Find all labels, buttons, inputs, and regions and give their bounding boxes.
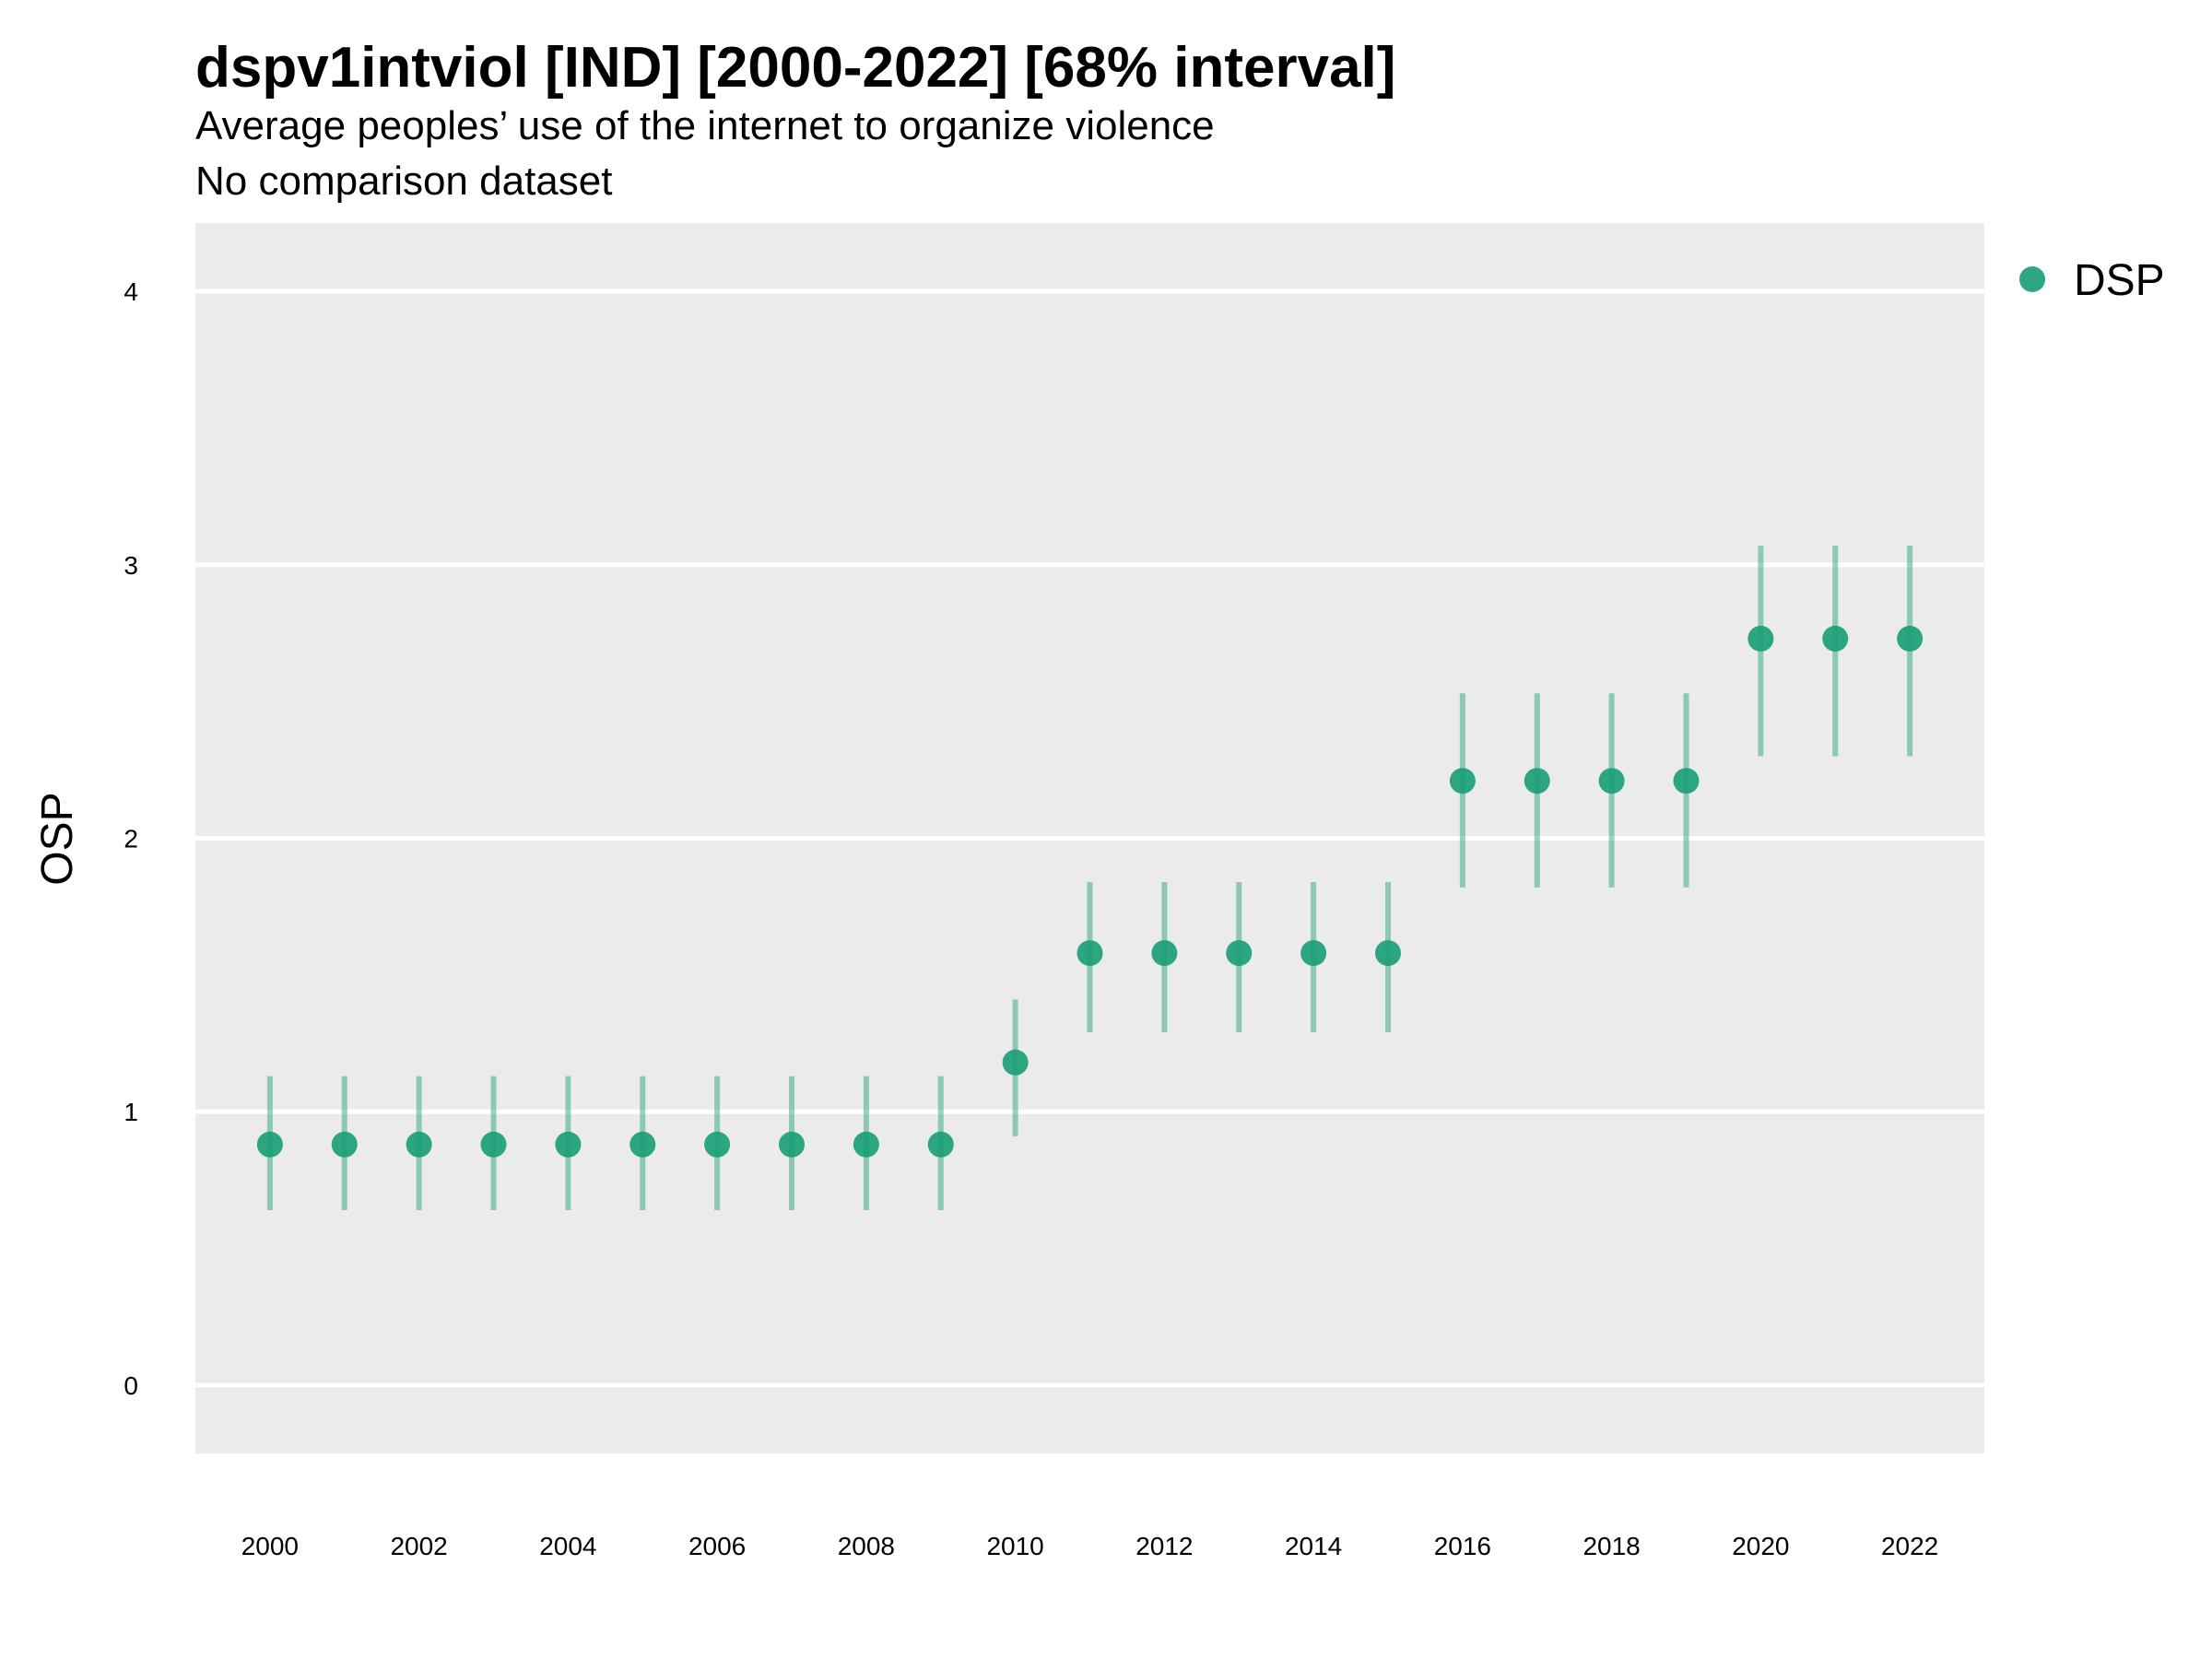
x-axis-ticks: 2000 2002 2004 2006 2008 2010 2012 2014 2016 2018… xyxy=(241,1532,1939,1560)
legend-key-dsp xyxy=(2019,266,2045,292)
x-tick-label: 2012 xyxy=(1135,1532,1193,1560)
data-point xyxy=(480,1131,507,1158)
data-point xyxy=(256,1131,283,1158)
x-tick-label: 2004 xyxy=(539,1532,596,1560)
data-point xyxy=(1673,768,1700,794)
x-tick-label: 2000 xyxy=(241,1532,299,1560)
data-point xyxy=(1151,940,1178,967)
x-tick-label: 2010 xyxy=(986,1532,1043,1560)
x-tick-label: 2020 xyxy=(1732,1532,1789,1560)
x-tick-label: 2002 xyxy=(390,1532,447,1560)
data-point xyxy=(1449,768,1476,794)
y-tick-label: 2 xyxy=(124,825,138,853)
y-tick-label: 4 xyxy=(124,277,138,306)
y-tick-label: 1 xyxy=(124,1098,138,1126)
gridlines xyxy=(195,288,1984,1388)
y-tick-label: 0 xyxy=(124,1371,138,1400)
data-point xyxy=(629,1131,656,1158)
data-point xyxy=(1077,940,1103,967)
data-point xyxy=(331,1131,358,1158)
legend-label-dsp: DSP xyxy=(2074,256,2165,305)
data-point xyxy=(406,1131,432,1158)
x-tick-label: 2016 xyxy=(1434,1532,1491,1560)
data-point xyxy=(1226,940,1253,967)
x-tick-label: 2014 xyxy=(1285,1532,1342,1560)
data-point xyxy=(927,1131,954,1158)
data-point xyxy=(853,1131,879,1158)
x-tick-label: 2008 xyxy=(838,1532,895,1560)
data-point xyxy=(1747,625,1774,652)
x-tick-label: 2022 xyxy=(1881,1532,1938,1560)
data-point xyxy=(1598,768,1625,794)
data-point xyxy=(1897,625,1924,652)
data-points xyxy=(256,625,1924,1158)
data-point xyxy=(1300,940,1327,967)
data-point xyxy=(1002,1049,1029,1076)
data-point xyxy=(1524,768,1550,794)
chart-subtitle: Average peoples’ use of the internet to … xyxy=(195,103,1215,148)
data-point xyxy=(1375,940,1401,967)
x-tick-label: 2006 xyxy=(688,1532,746,1560)
y-axis-title: OSP xyxy=(33,792,82,885)
chart-subtitle-comparison: No comparison dataset xyxy=(195,159,613,204)
y-axis-ticks: 0 1 2 3 4 xyxy=(124,277,138,1400)
y-tick-label: 3 xyxy=(124,551,138,580)
data-point xyxy=(704,1131,731,1158)
data-point xyxy=(555,1131,582,1158)
chart-title: dspv1intviol [IND] [2000-2022] [68% inte… xyxy=(195,36,1396,100)
data-point xyxy=(779,1131,805,1158)
x-tick-label: 2018 xyxy=(1583,1532,1640,1560)
data-point xyxy=(1822,625,1849,652)
legend: DSP xyxy=(2019,256,2165,305)
